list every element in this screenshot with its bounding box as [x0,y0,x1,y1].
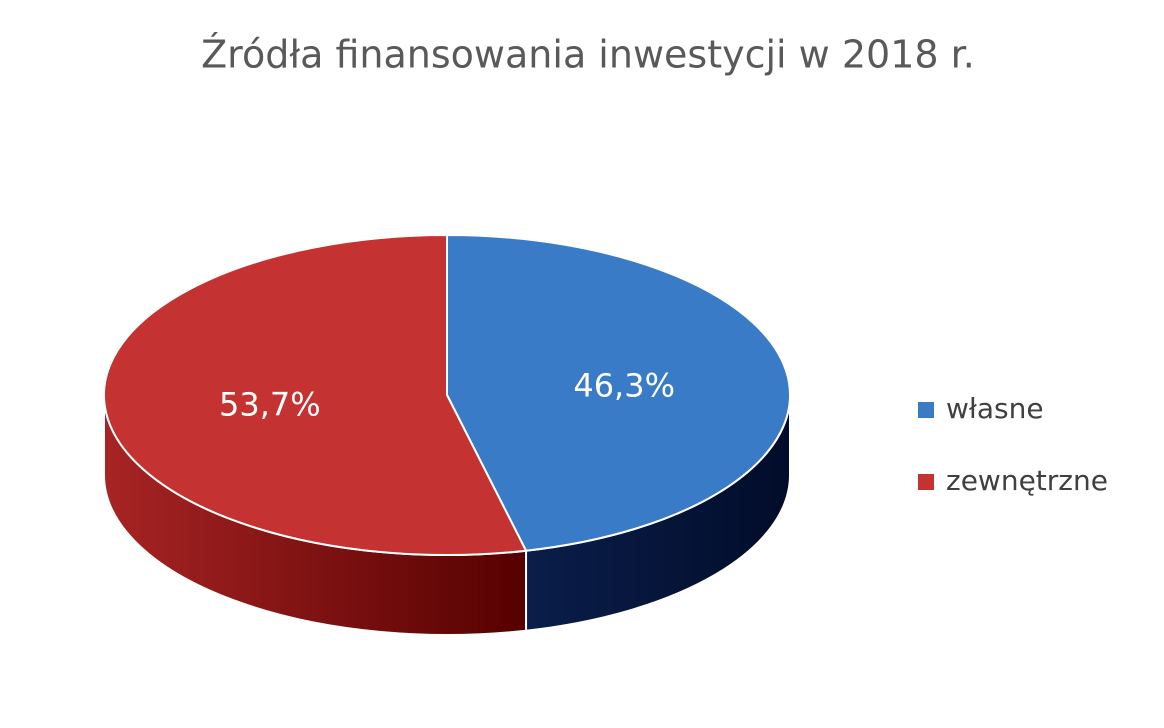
chart-title: Źródła finansowania inwestycji w 2018 r. [201,33,975,77]
legend-swatch [918,402,934,418]
slice [446,233,791,552]
legend-label: zewnętrzne [946,464,1108,497]
pie: 46,3% 53,7% [103,233,791,636]
slice [103,233,528,556]
data-label: 53,7% [219,386,321,424]
legend: własne zewnętrzne [918,392,1108,497]
legend-swatch [918,474,934,490]
legend-label: własne [946,392,1044,425]
data-label: 46,3% [573,366,675,404]
